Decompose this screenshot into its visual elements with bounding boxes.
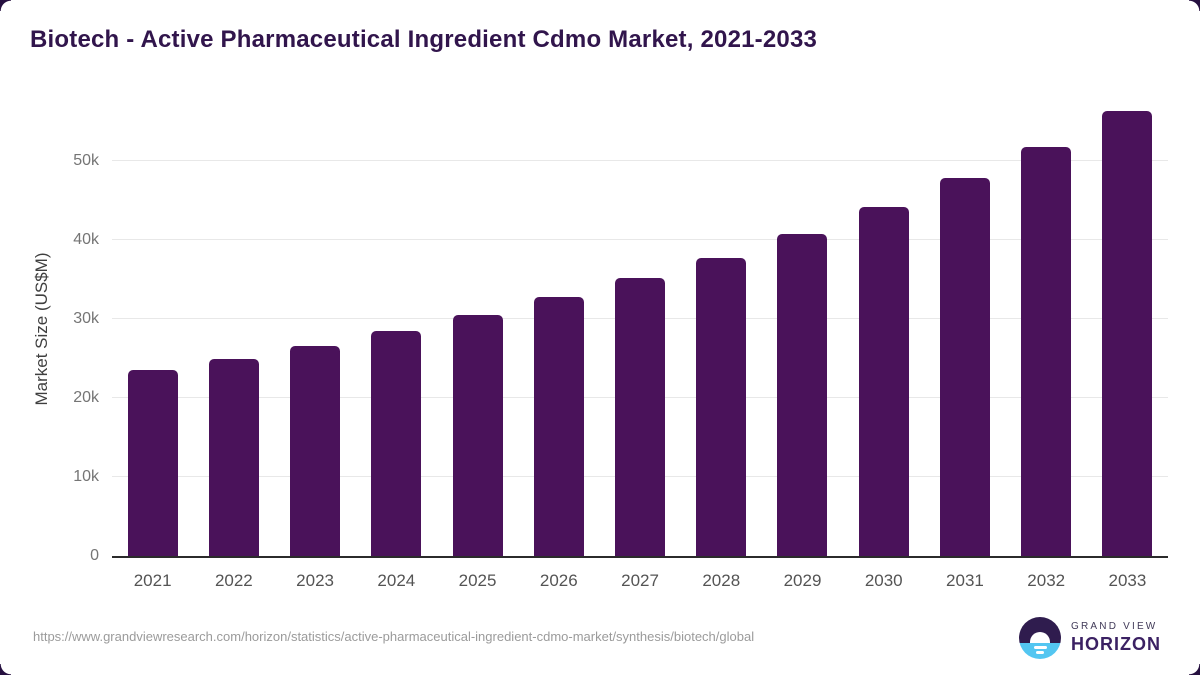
- brand-name-bottom: HORIZON: [1071, 634, 1161, 654]
- x-tick-label-2021: 2021: [133, 571, 172, 590]
- plot-area: 0 10k 20k 30k 40k 50k: [73, 100, 1168, 564]
- x-tick-label-2024: 2024: [377, 571, 416, 590]
- sun-dome-shape: [1030, 632, 1050, 643]
- bar-2033[interactable]: [1102, 111, 1153, 556]
- source-url: https://www.grandviewresearch.com/horizo…: [33, 629, 755, 644]
- x-tick-label-2033: 2033: [1108, 571, 1147, 590]
- bar-slot-2028: [681, 100, 762, 556]
- bar-2032[interactable]: [1021, 147, 1072, 556]
- bar-slot-2030: [843, 100, 924, 556]
- bar-2021[interactable]: [127, 370, 178, 556]
- bar-slot-2029: [762, 100, 843, 556]
- page-corner-artifact: [0, 0, 11, 11]
- y-tick-label-30k: 30k: [73, 310, 99, 328]
- y-tick-label-10k: 10k: [73, 468, 99, 485]
- reflection-dash: [1033, 646, 1047, 649]
- y-tick-label-20k: 20k: [73, 389, 99, 407]
- page-corner-artifact: [1189, 0, 1200, 11]
- x-tick-label-2029: 2029: [783, 571, 822, 590]
- bar-slot-2021: [112, 100, 193, 556]
- x-tick-label-2027: 2027: [621, 571, 659, 590]
- chart-title: Biotech - Active Pharmaceutical Ingredie…: [30, 26, 818, 53]
- bar-2031[interactable]: [939, 177, 990, 556]
- bar-slot-2022: [193, 100, 274, 556]
- bar-slot-2032: [1006, 100, 1087, 556]
- gridline-50k: [112, 160, 1168, 162]
- bar-2029[interactable]: [777, 233, 828, 556]
- bar-2026[interactable]: [533, 297, 584, 556]
- bar-slot-2024: [356, 100, 437, 556]
- page-corner-artifact: [0, 664, 11, 675]
- x-tick-label-2030: 2030: [864, 571, 903, 590]
- bar-slot-2025: [437, 100, 518, 556]
- bar-slot-2031: [924, 100, 1005, 556]
- x-tick-label-2032: 2032: [1027, 571, 1066, 590]
- page-corner-artifact: [1189, 664, 1200, 675]
- y-tick-label-50k: 50k: [73, 152, 99, 170]
- y-tick-label-0: 0: [90, 547, 99, 564]
- bar-slot-2027: [599, 100, 680, 556]
- horizon-sunrise-icon: [1019, 617, 1061, 659]
- x-tick-label-2026: 2026: [539, 571, 578, 590]
- x-tick-label-2028: 2028: [702, 571, 741, 590]
- bar-2030[interactable]: [858, 207, 909, 556]
- bar-2028[interactable]: [696, 257, 747, 556]
- brand-name-top: GRAND VIEW: [1071, 621, 1158, 632]
- x-tick-label-2022: 2022: [214, 571, 253, 590]
- bar-2027[interactable]: [615, 278, 666, 556]
- x-tick-label-2023: 2023: [296, 571, 334, 590]
- bar-2024[interactable]: [371, 331, 422, 556]
- reflection-dash: [1036, 651, 1044, 654]
- bar-slot-2026: [518, 100, 599, 556]
- bar-slot-2033: [1087, 100, 1168, 556]
- gridline-40k: [112, 239, 1168, 241]
- y-axis-title: Market Size (US$M): [32, 252, 51, 406]
- x-axis-labels: 2021 2022 2023 2024 2025 2026 2027 2028 2029 2030…: [112, 560, 1168, 591]
- bar-2022[interactable]: [208, 359, 259, 556]
- bar-2023[interactable]: [290, 346, 341, 556]
- x-tick-label-2031: 2031: [946, 571, 984, 590]
- bar-slot-2023: [274, 100, 355, 556]
- y-tick-label-40k: 40k: [73, 231, 99, 249]
- bars-row: [112, 100, 1168, 556]
- bar-2025[interactable]: [452, 315, 503, 556]
- x-tick-label-2025: 2025: [458, 571, 497, 590]
- logo-wordmark: GRAND VIEW HORIZON: [1071, 621, 1161, 655]
- grand-view-horizon-logo: GRAND VIEW HORIZON: [1019, 617, 1161, 659]
